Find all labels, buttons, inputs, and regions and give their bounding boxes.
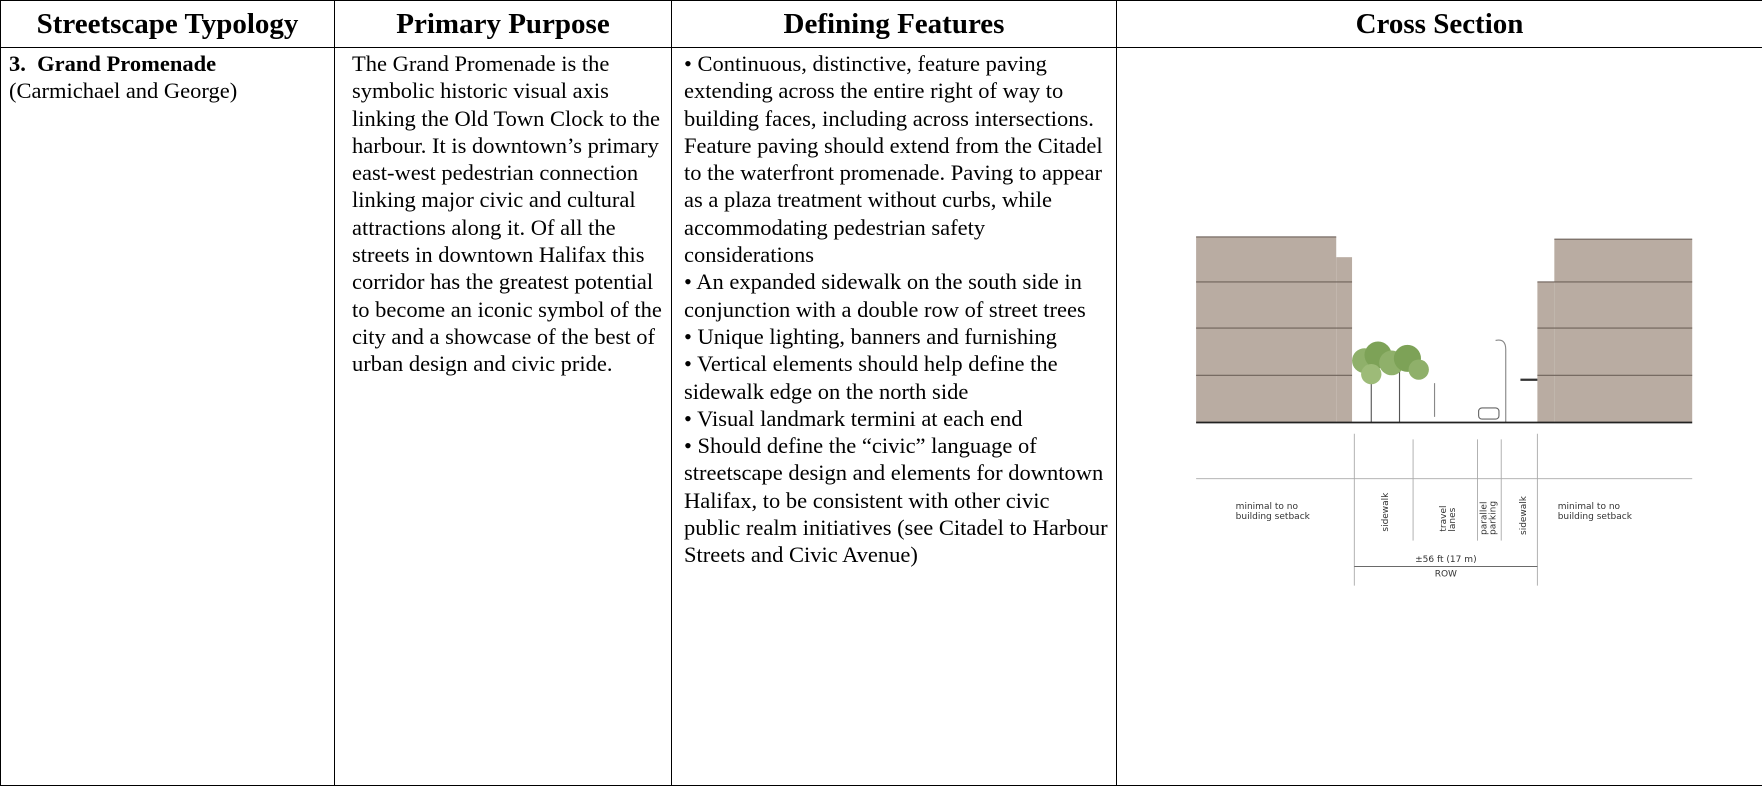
svg-text:travellanes: travellanes [1439, 506, 1458, 532]
body-row: 3. Grand Promenade (Carmichael and Georg… [1, 48, 1762, 786]
purpose-cell: The Grand Promenade is the symbolic hist… [335, 48, 672, 786]
typology-subtitle: (Carmichael and George) [9, 77, 326, 104]
purpose-text: The Grand Promenade is the symbolic hist… [352, 50, 663, 378]
diagram-label: minimal to no [1558, 502, 1621, 512]
feature-item: • Visual landmark termini at each end [684, 405, 1108, 432]
feature-item: • Unique lighting, banners and furnishin… [684, 323, 1108, 350]
feature-item: • Continuous, distinctive, feature pavin… [684, 50, 1108, 268]
header-cell: Cross Section [1117, 1, 1762, 48]
street-trees [1352, 342, 1429, 423]
building [1196, 237, 1336, 423]
car [1479, 408, 1499, 419]
building [1537, 282, 1554, 423]
svg-text:parallelparking: parallelparking [1480, 501, 1499, 535]
dimension-label: ROW [1435, 570, 1457, 580]
typology-cell: 3. Grand Promenade (Carmichael and Georg… [1, 48, 335, 786]
feature-item: • Should define the “civic” language of … [684, 432, 1108, 568]
diagram-label: building setback [1558, 512, 1633, 522]
street-light [1435, 340, 1506, 422]
dimension-label: ±56 ft (17 m) [1415, 555, 1477, 565]
diagram-label: minimal to no [1236, 502, 1299, 512]
building [1554, 239, 1692, 422]
typology-title: 3. Grand Promenade [9, 51, 216, 76]
header-cell: Defining Features [672, 1, 1117, 48]
diagram-label: building setback [1236, 512, 1311, 522]
diagram-label: sidewalk [1381, 492, 1391, 532]
header-cell: Streetscape Typology [1, 1, 335, 48]
header-row: Streetscape Typology Primary Purpose Def… [1, 1, 1762, 48]
header-cell: Primary Purpose [335, 1, 672, 48]
feature-item: • Vertical elements should help define t… [684, 350, 1108, 405]
diagram-label: parking [1489, 501, 1499, 535]
diagram-label: sidewalk [1519, 495, 1529, 535]
diagram-label: lanes [1448, 507, 1458, 531]
feature-item: • An expanded sidewalk on the south side… [684, 268, 1108, 323]
features-cell: • Continuous, distinctive, feature pavin… [672, 48, 1117, 786]
